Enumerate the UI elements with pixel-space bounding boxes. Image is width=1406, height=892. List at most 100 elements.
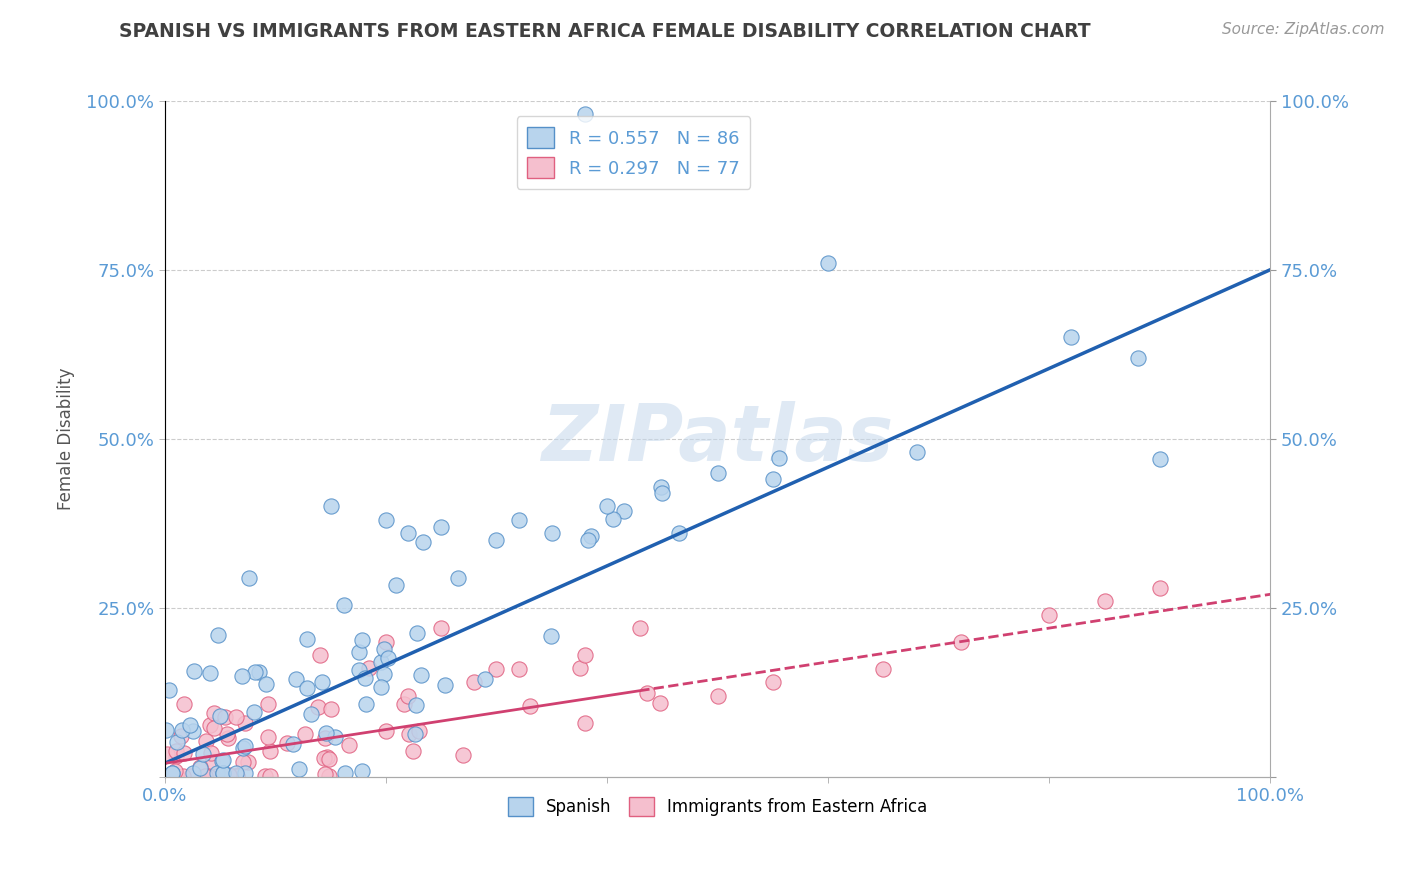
- Point: [384, 578, 406, 592]
- Point: [596, 500, 619, 514]
- Point: [569, 661, 592, 675]
- Point: [307, 700, 329, 714]
- Point: [259, 768, 281, 782]
- Point: [405, 698, 427, 712]
- Point: [352, 632, 374, 647]
- Point: [276, 736, 298, 750]
- Point: [374, 634, 396, 648]
- Point: [357, 661, 380, 675]
- Point: [408, 723, 430, 738]
- Point: [160, 768, 183, 782]
- Point: [200, 746, 222, 760]
- Point: [374, 513, 396, 527]
- Point: [356, 697, 378, 711]
- Point: [636, 686, 658, 700]
- Point: [201, 768, 224, 782]
- Point: [166, 735, 188, 749]
- Point: [474, 672, 496, 686]
- Point: [392, 697, 415, 711]
- Point: [308, 648, 330, 662]
- Point: [188, 760, 211, 774]
- Point: [762, 472, 785, 486]
- Point: [194, 768, 217, 782]
- Y-axis label: Female Disability: Female Disability: [58, 368, 75, 510]
- Point: [253, 768, 276, 782]
- Point: [651, 486, 673, 500]
- Point: [1038, 607, 1060, 622]
- Point: [159, 683, 181, 698]
- Point: [613, 504, 636, 518]
- Point: [574, 107, 596, 121]
- Point: [225, 768, 247, 782]
- Point: [377, 651, 399, 665]
- Point: [299, 706, 322, 721]
- Point: [332, 599, 354, 613]
- Point: [211, 754, 233, 768]
- Point: [318, 752, 340, 766]
- Point: [181, 766, 204, 780]
- Point: [235, 716, 257, 731]
- Point: [160, 766, 183, 780]
- Point: [314, 731, 336, 745]
- Point: [905, 445, 928, 459]
- Point: [519, 698, 541, 713]
- Point: [294, 727, 316, 741]
- Point: [215, 726, 238, 740]
- Point: [318, 768, 340, 782]
- Point: [1126, 351, 1149, 365]
- Point: [214, 709, 236, 723]
- Point: [949, 634, 972, 648]
- Point: [602, 512, 624, 526]
- Point: [225, 710, 247, 724]
- Point: [207, 628, 229, 642]
- Point: [208, 708, 231, 723]
- Point: [160, 768, 183, 782]
- Point: [173, 747, 195, 761]
- Point: [319, 500, 342, 514]
- Point: [225, 768, 247, 782]
- Point: [540, 526, 562, 541]
- Point: [256, 697, 278, 711]
- Point: [579, 529, 602, 543]
- Point: [817, 256, 839, 270]
- Point: [217, 731, 239, 745]
- Point: [354, 671, 377, 685]
- Point: [232, 740, 254, 755]
- Point: [242, 705, 264, 719]
- Point: [235, 739, 257, 753]
- Point: [202, 722, 225, 736]
- Point: [404, 727, 426, 741]
- Point: [183, 664, 205, 678]
- Point: [198, 665, 221, 680]
- Point: [155, 723, 177, 738]
- Point: [373, 641, 395, 656]
- Point: [247, 665, 270, 679]
- Point: [222, 768, 245, 782]
- Point: [762, 675, 785, 690]
- Point: [650, 480, 672, 494]
- Point: [259, 744, 281, 758]
- Point: [1149, 581, 1171, 595]
- Point: [648, 696, 671, 710]
- Point: [706, 466, 728, 480]
- Point: [202, 706, 225, 720]
- Point: [540, 628, 562, 642]
- Point: [162, 768, 184, 782]
- Point: [173, 697, 195, 711]
- Point: [463, 675, 485, 690]
- Point: [180, 768, 202, 782]
- Legend: Spanish, Immigrants from Eastern Africa: Spanish, Immigrants from Eastern Africa: [502, 790, 934, 822]
- Point: [1060, 330, 1083, 344]
- Point: [396, 689, 419, 703]
- Point: [374, 724, 396, 739]
- Point: [254, 677, 277, 691]
- Point: [314, 767, 336, 781]
- Point: [337, 738, 360, 752]
- Point: [706, 689, 728, 703]
- Point: [628, 621, 651, 635]
- Point: [295, 632, 318, 646]
- Point: [236, 755, 259, 769]
- Point: [197, 768, 219, 782]
- Point: [485, 662, 508, 676]
- Point: [243, 665, 266, 679]
